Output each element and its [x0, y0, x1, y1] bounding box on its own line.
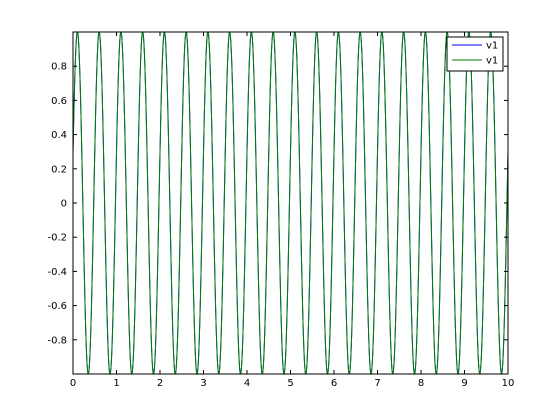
y-tick-label: 0.2 [51, 164, 67, 175]
y-tick-label: -0.8 [47, 335, 67, 346]
series-layer [73, 32, 508, 374]
y-tick-label: 0 [61, 199, 67, 210]
legend-label-2: v1 [486, 56, 498, 67]
y-tick-label: 0.8 [51, 62, 67, 73]
y-tick-label: 0.6 [51, 96, 67, 107]
legend-box [446, 36, 504, 72]
x-tick-label: 8 [418, 378, 424, 389]
x-tick-label: 10 [502, 378, 515, 389]
y-tick-label: -0.4 [47, 267, 67, 278]
y-axis: -0.8 -0.6 -0.4 -0.2 0 0.2 0.4 0.6 0.8 [47, 62, 508, 346]
y-tick-label: -0.2 [47, 233, 67, 244]
y-tick-label: -0.6 [47, 301, 67, 312]
legend-label-1: v1 [486, 41, 498, 52]
y-tick-label: 0.4 [51, 130, 67, 141]
x-tick-label: 9 [461, 378, 467, 389]
x-tick-label: 1 [113, 378, 119, 389]
x-axis: 0 1 2 3 4 5 6 7 8 9 10 [70, 32, 515, 389]
x-tick-label: 4 [244, 378, 250, 389]
series-line-2 [73, 32, 508, 374]
x-tick-label: 5 [287, 378, 293, 389]
x-tick-label: 3 [200, 378, 206, 389]
plot-area [73, 32, 508, 374]
x-tick-label: 6 [331, 378, 337, 389]
x-tick-label: 2 [157, 378, 163, 389]
x-tick-label: 7 [374, 378, 380, 389]
x-tick-label: 0 [70, 378, 76, 389]
